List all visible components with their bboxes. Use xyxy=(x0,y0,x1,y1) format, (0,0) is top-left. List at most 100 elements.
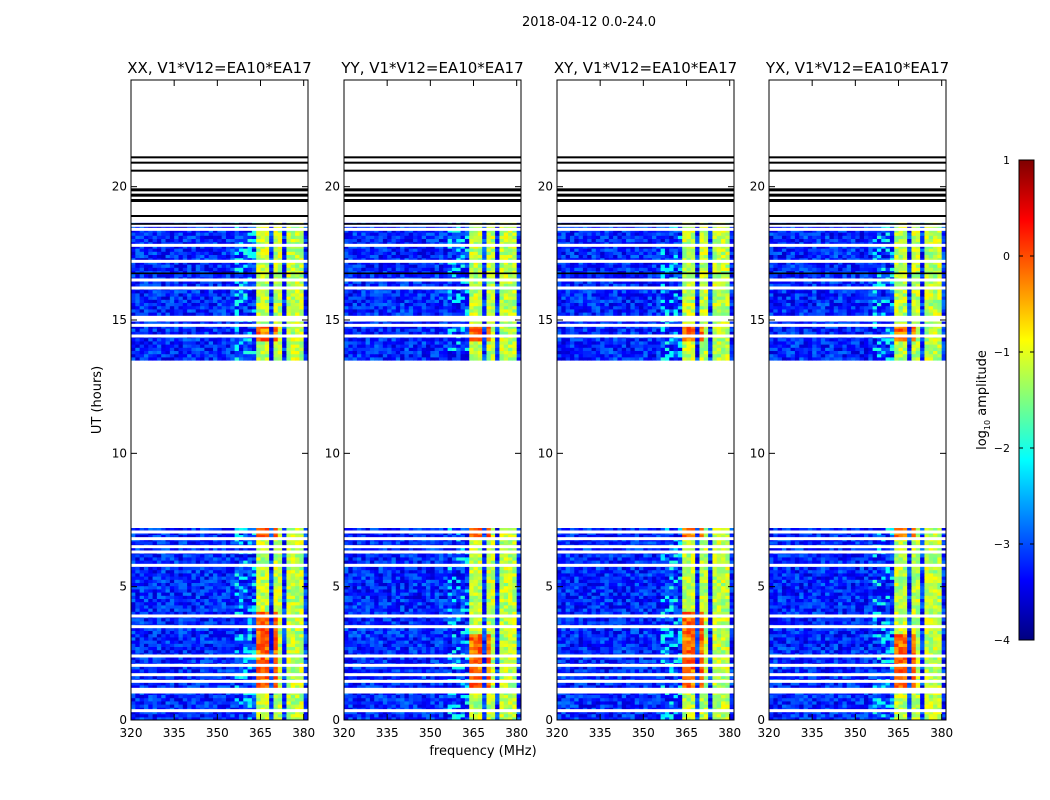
flag-line xyxy=(344,272,521,275)
flag-line xyxy=(131,161,308,164)
flagged-row xyxy=(344,654,521,658)
flag-line xyxy=(131,188,308,192)
flagged-row xyxy=(344,334,521,338)
flagged-row xyxy=(131,334,308,338)
colorbar-label-sub: 10 xyxy=(983,420,992,430)
flagged-row xyxy=(344,545,521,549)
colorbar-tick-label: −1 xyxy=(994,346,1010,359)
flag-line xyxy=(769,156,946,159)
flagged-row xyxy=(557,545,734,549)
flagged-row xyxy=(131,550,308,554)
flagged-row xyxy=(344,219,521,223)
flag-line xyxy=(769,188,946,192)
colorbar: 10−1−2−3−4 log10 amplitude xyxy=(975,154,1035,647)
flagged-row xyxy=(769,537,946,541)
flagged-row xyxy=(557,709,734,713)
y-tick-label: 5 xyxy=(545,580,553,594)
flag-line xyxy=(769,161,946,164)
flagged-row xyxy=(769,625,946,629)
flagged-row xyxy=(131,530,308,534)
flagged-row xyxy=(131,315,308,319)
flagged-row xyxy=(131,663,308,667)
flagged-row xyxy=(557,687,734,691)
flagged-row xyxy=(557,537,734,541)
flagged-row xyxy=(557,243,734,247)
panel-title: YX, V1*V12=EA10*EA17 xyxy=(765,59,949,77)
flagged-row xyxy=(769,690,946,694)
panel-title: XY, V1*V12=EA10*EA17 xyxy=(554,59,737,77)
flagged-row xyxy=(344,223,521,227)
panel-title: XX, V1*V12=EA10*EA17 xyxy=(127,59,311,77)
flagged-row xyxy=(344,243,521,247)
flagged-row xyxy=(769,223,946,227)
flagged-row xyxy=(769,323,946,327)
flag-line xyxy=(557,215,734,217)
colorbar-tick-label: −3 xyxy=(994,538,1010,551)
flagged-row xyxy=(344,687,521,691)
x-tick-label: 350 xyxy=(632,726,655,740)
flag-line xyxy=(557,193,734,197)
x-tick-label: 365 xyxy=(887,726,910,740)
flagged-row xyxy=(557,334,734,338)
flag-line xyxy=(344,156,521,159)
y-tick-label: 15 xyxy=(112,313,127,327)
y-tick-label: 5 xyxy=(757,580,765,594)
flag-line xyxy=(769,215,946,217)
y-tick-label: 20 xyxy=(538,180,553,194)
flagged-row xyxy=(344,690,521,694)
colorbar-tick-label: −2 xyxy=(994,442,1010,455)
flagged-row xyxy=(557,278,734,282)
y-tick-label: 10 xyxy=(325,446,340,460)
flagged-row xyxy=(131,709,308,713)
flag-line xyxy=(131,215,308,217)
flagged-row xyxy=(131,223,308,227)
x-tick-label: 350 xyxy=(419,726,442,740)
flagged-row xyxy=(344,323,521,327)
x-tick-label: 350 xyxy=(844,726,867,740)
x-tick-label: 380 xyxy=(718,726,741,740)
y-tick-label: 10 xyxy=(750,446,765,460)
flag-line xyxy=(769,272,946,275)
flagged-row xyxy=(769,673,946,677)
flagged-row xyxy=(769,315,946,319)
flagged-row xyxy=(131,654,308,658)
flag-line xyxy=(557,161,734,164)
flagged-row xyxy=(131,323,308,327)
flagged-row xyxy=(769,679,946,683)
flagged-row xyxy=(131,679,308,683)
heatmap-image xyxy=(769,156,946,720)
flagged-row xyxy=(557,286,734,290)
flagged-row xyxy=(131,673,308,677)
flagged-row xyxy=(557,315,734,319)
panel-frame xyxy=(343,79,522,721)
flag-line xyxy=(557,223,734,225)
x-tick-label: 335 xyxy=(801,726,824,740)
flagged-row xyxy=(769,687,946,691)
x-tick-label: 335 xyxy=(589,726,612,740)
flagged-row xyxy=(131,687,308,691)
flagged-row xyxy=(769,550,946,554)
y-tick-label: 10 xyxy=(538,446,553,460)
flag-line xyxy=(131,223,308,225)
y-tick-label: 0 xyxy=(545,713,553,727)
flagged-row xyxy=(557,219,734,223)
figure-suptitle: 2018-04-12 0.0-24.0 xyxy=(522,15,656,30)
flagged-row xyxy=(131,625,308,629)
flag-line xyxy=(131,169,308,172)
flagged-row xyxy=(131,219,308,223)
flag-line xyxy=(769,193,946,197)
y-tick-label: 15 xyxy=(325,313,340,327)
colorbar-tick-label: 1 xyxy=(1003,154,1010,167)
heatmap-image xyxy=(344,156,521,720)
colorbar-ticks: 1 0 −1 −2 −3 −4 xyxy=(994,154,1034,647)
colorbar-tick-label: −4 xyxy=(994,634,1010,647)
y-tick-label: 10 xyxy=(112,446,127,460)
x-tick-label: 320 xyxy=(333,726,356,740)
flagged-row xyxy=(344,614,521,618)
flagged-row xyxy=(557,654,734,658)
flagged-row xyxy=(769,654,946,658)
colorbar-tick-label: 0 xyxy=(1003,250,1010,263)
flagged-row xyxy=(769,259,946,263)
flagged-row xyxy=(557,530,734,534)
flagged-row xyxy=(769,243,946,247)
